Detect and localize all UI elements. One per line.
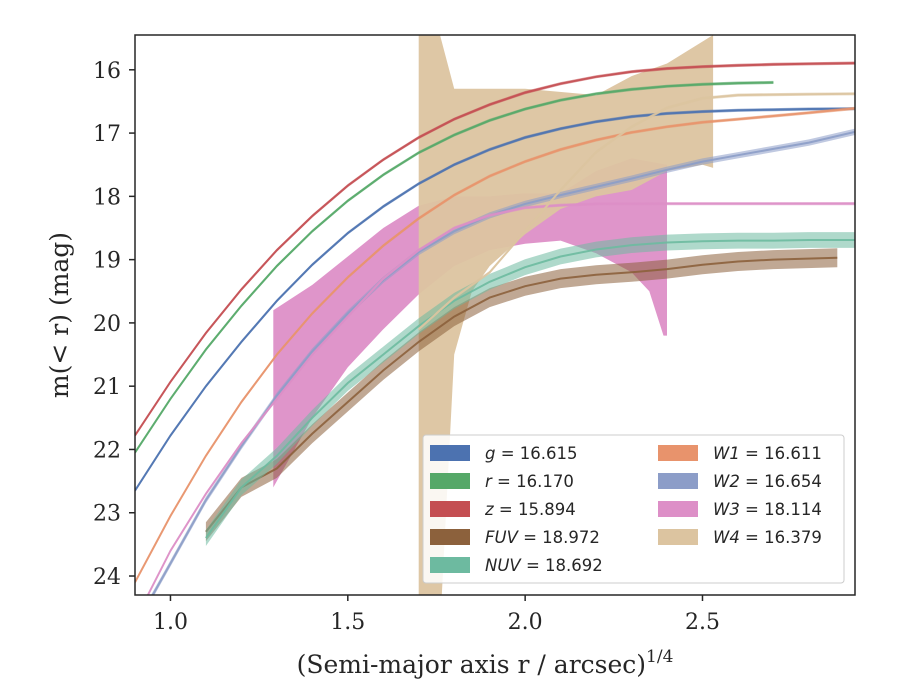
legend-value: = 18.972: [518, 528, 600, 547]
series-z-line: [135, 62, 855, 437]
series-g-line: [135, 107, 855, 492]
legend-label: NUV = 18.692: [485, 556, 603, 575]
series-r-line: [135, 81, 774, 454]
series-nuv: [205, 232, 855, 546]
legend-var: NUV: [485, 556, 522, 575]
legend-item-nuv: NUV = 18.692: [430, 556, 603, 575]
legend-swatch: [430, 557, 470, 573]
legend-var: W4: [713, 528, 740, 547]
legend-item-w3: W3 = 18.114: [658, 500, 822, 519]
series-w1-line: [135, 107, 855, 583]
x-tick-label: 1.0: [153, 610, 188, 635]
legend-value: = 18.114: [740, 500, 822, 519]
y-tick-label: 19: [93, 249, 121, 274]
y-axis-label: m(< r) (mag): [45, 232, 74, 398]
legend-var: r: [485, 472, 493, 491]
legend-label: W2 = 16.654: [713, 472, 822, 491]
y-tick-label: 20: [93, 312, 121, 337]
series-w4-line: [418, 92, 855, 330]
legend-swatch: [430, 445, 470, 461]
y-tick-label: 22: [93, 438, 121, 463]
x-tick-label: 1.5: [330, 610, 365, 635]
series-nuv-line: [205, 239, 855, 539]
y-tick-label: 17: [93, 122, 121, 147]
series-fuv: [205, 248, 838, 542]
y-tick-label: 24: [93, 565, 121, 590]
series-g: [135, 107, 855, 493]
legend-label: r = 16.170: [485, 472, 574, 491]
legend-label: W4 = 16.379: [713, 528, 822, 547]
legend-label: g = 16.615: [485, 444, 578, 463]
y-tick-label: 18: [93, 185, 121, 210]
y-tick-label: 23: [93, 502, 121, 527]
legend-value: = 16.170: [492, 472, 574, 491]
y-tick-label: 16: [93, 59, 121, 84]
legend-value: = 15.894: [494, 500, 576, 519]
series-w3-line: [146, 202, 855, 595]
legend-swatch: [658, 445, 698, 461]
legend-swatch: [658, 473, 698, 489]
x-axis-label-exponent: 1/4: [646, 647, 673, 667]
legend-var: W3: [713, 500, 740, 519]
series-w4: [418, 92, 855, 331]
legend-var: FUV: [485, 528, 520, 547]
x-axis-label: (Semi-major axis r / arcsec)1/4: [297, 647, 674, 679]
legend-item-w1: W1 = 16.611: [658, 444, 822, 463]
legend: [422, 434, 845, 584]
legend-value: = 16.611: [740, 444, 822, 463]
series-fuv-line: [205, 256, 838, 533]
legend-label: W3 = 18.114: [713, 500, 822, 519]
w3-band: [273, 158, 667, 488]
legend-var: g: [485, 444, 495, 463]
legend-item-fuv: FUV = 18.972: [430, 528, 600, 547]
legend-var: W2: [713, 472, 740, 491]
legend-value: = 18.692: [521, 556, 603, 575]
legend-value: = 16.615: [495, 444, 577, 463]
legend-swatch: [658, 529, 698, 545]
legend-label: FUV = 18.972: [485, 528, 600, 547]
legend-swatch: [430, 501, 470, 517]
plot-frame: [134, 34, 856, 596]
legend-value: = 16.654: [740, 472, 822, 491]
legend-item-r: r = 16.170: [430, 472, 574, 491]
legend-item-z: z = 15.894: [430, 500, 576, 519]
legend-label: W1 = 16.611: [713, 444, 822, 463]
series-z: [135, 61, 855, 438]
x-tick-label: 2.5: [685, 610, 720, 635]
legend-swatch: [658, 501, 698, 517]
series-w1: [135, 106, 855, 584]
legend-item-w4: W4 = 16.379: [658, 528, 822, 547]
legend-label: z = 15.894: [484, 500, 576, 519]
legend-value: = 16.379: [740, 528, 822, 547]
legend-swatch: [430, 473, 470, 489]
legend-var: z: [484, 500, 494, 519]
legend-item-g: g = 16.615: [430, 444, 578, 463]
legend-var: W1: [713, 444, 740, 463]
legend-item-w2: W2 = 16.654: [658, 472, 822, 491]
series-nuv-band: [205, 232, 855, 546]
x-tick-label: 2.0: [508, 610, 543, 635]
y-tick-label: 21: [93, 375, 121, 400]
legend-swatch: [430, 529, 470, 545]
series-r: [135, 80, 774, 455]
series-w3: [146, 202, 855, 595]
